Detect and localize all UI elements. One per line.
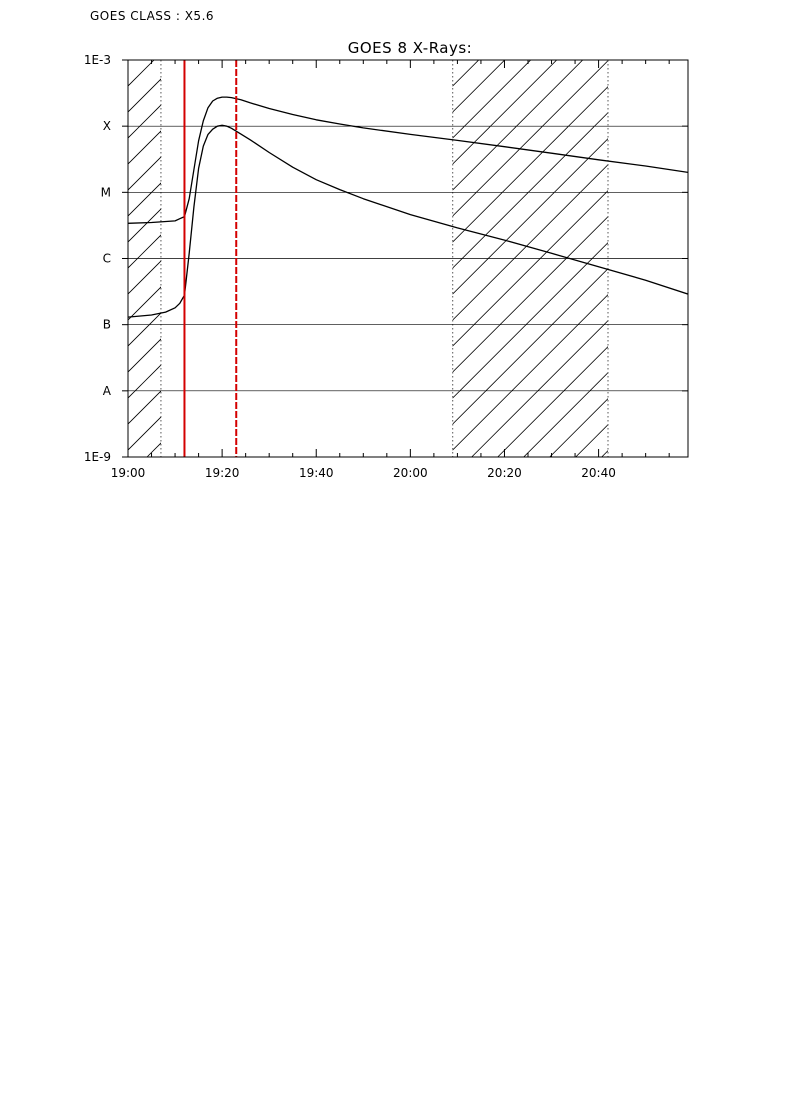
x-tick-label: 19:40 bbox=[299, 466, 334, 480]
hatch-line bbox=[758, 60, 790, 457]
y-tick-label: 1E-3 bbox=[84, 53, 111, 67]
goes-xray-chart: GOES 8 X-Rays: 1E-3 X M C B A 1E-919:00 19:20 19… bbox=[84, 39, 790, 480]
series-line-1 bbox=[128, 96, 688, 224]
label-layer: 1E-3 X M C B A 1E-919:00 19:20 19:40 20:00 20:20 20… bbox=[84, 53, 616, 480]
tick-layer bbox=[122, 59, 688, 458]
x-tick-label: 20:20 bbox=[487, 466, 522, 480]
hatch-line bbox=[706, 60, 790, 457]
x-tick-label: 20:00 bbox=[393, 466, 428, 480]
y-tick-label: B bbox=[103, 318, 111, 332]
x-tick-label: 19:00 bbox=[111, 466, 146, 480]
hatch-line bbox=[784, 60, 790, 457]
x-tick-label: 19:20 bbox=[205, 466, 240, 480]
series-layer bbox=[128, 96, 688, 318]
hatch-line bbox=[680, 60, 790, 457]
grid-layer bbox=[128, 125, 688, 392]
y-tick-label: C bbox=[103, 252, 111, 266]
marker-layer bbox=[183, 60, 238, 457]
y-tick-label: X bbox=[103, 119, 111, 133]
goes-class-label: GOES CLASS : X5.6 bbox=[90, 9, 215, 23]
y-tick-label: M bbox=[101, 185, 111, 199]
x-tick-label: 20:40 bbox=[581, 466, 616, 480]
chart-title: GOES 8 X-Rays: bbox=[348, 39, 472, 57]
y-tick-label: 1E-9 bbox=[84, 450, 111, 464]
hatch-line bbox=[732, 60, 790, 457]
y-tick-label: A bbox=[103, 384, 112, 398]
